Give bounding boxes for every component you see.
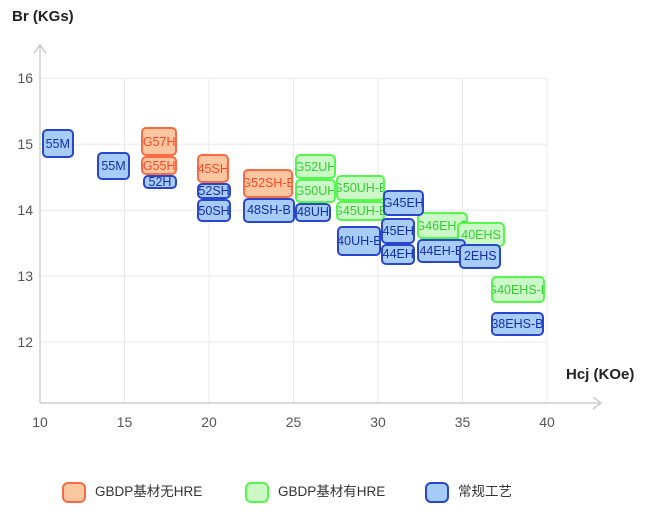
x-tick-label: 40 — [539, 414, 555, 430]
grade-box-g50uh: G50UH — [295, 179, 336, 203]
grade-box-55m: 55M — [97, 152, 130, 180]
grade-box-55m: 55M — [41, 129, 74, 159]
legend-label: 常规工艺 — [458, 484, 512, 499]
y-axis-title: Br (KGs) — [12, 8, 74, 25]
x-tick-label: 35 — [454, 414, 471, 430]
x-tick-label: 10 — [32, 414, 48, 430]
grade-box-g45eh: G45EH — [383, 189, 424, 217]
grade-box-48sh-b: 48SH-B — [242, 197, 296, 223]
grade-box-g52uh: G52UH — [295, 154, 336, 180]
x-tick-label: 20 — [201, 414, 217, 430]
y-tick-label: 16 — [17, 70, 33, 87]
grade-box-2ehs: 2EHS — [459, 243, 502, 269]
y-tick-label: 14 — [17, 202, 33, 219]
legend-item-gbdp-with-hre[interactable]: GBDP基材有HRE — [245, 480, 385, 504]
grade-box-40uh-b: 40UH-B — [337, 226, 382, 257]
y-tick-label: 12 — [17, 334, 33, 350]
legend-label: GBDP基材有HRE — [278, 484, 386, 499]
grade-box-g57h: G57H — [141, 127, 177, 157]
legend-item-gbdp-no-hre[interactable]: GBDP基材无HRE — [62, 480, 202, 504]
y-tick-label: 13 — [17, 268, 33, 285]
legend-item-conventional[interactable]: 常规工艺 — [425, 480, 512, 504]
grade-box-44eh: 44EH — [381, 243, 416, 265]
y-axis-arrow-icon — [33, 44, 47, 54]
grade-box-g45uh-b: G45UH-B — [335, 200, 385, 221]
x-tick-label: 25 — [285, 414, 302, 430]
grade-box-50sh: 50SH — [197, 198, 231, 223]
x-axis-arrow-icon — [592, 396, 602, 410]
grade-box-45sh: 45SH — [197, 154, 230, 184]
x-axis-title: Hcj (KOe) — [566, 366, 635, 383]
legend-swatch-green — [245, 481, 269, 503]
chart-legend: GBDP基材无HRE GBDP基材有HRE 常规工艺 — [0, 480, 645, 506]
y-tick-label: 15 — [17, 136, 33, 153]
grade-box-g52sh-b: G52SH-B — [242, 168, 294, 198]
grade-box-g55h: G55H — [141, 156, 177, 176]
grade-box-52h: 52H — [143, 175, 177, 190]
grade-box-48uh: 48UH — [295, 202, 331, 223]
grade-box-g40ehs-b: G40EHS-B — [491, 276, 546, 304]
grade-box-g50uh-b: G50UH-B — [335, 175, 385, 201]
legend-swatch-orange — [62, 481, 86, 503]
grade-box-45eh: 45EH — [381, 218, 416, 244]
x-tick-label: 30 — [370, 414, 386, 430]
x-tick-label: 15 — [116, 414, 133, 430]
legend-label: GBDP基材无HRE — [95, 484, 203, 499]
grade-box-38ehs-b: 38EHS-B — [491, 311, 544, 337]
grade-box-52sh: 52SH — [197, 183, 231, 199]
legend-swatch-blue — [425, 481, 449, 503]
